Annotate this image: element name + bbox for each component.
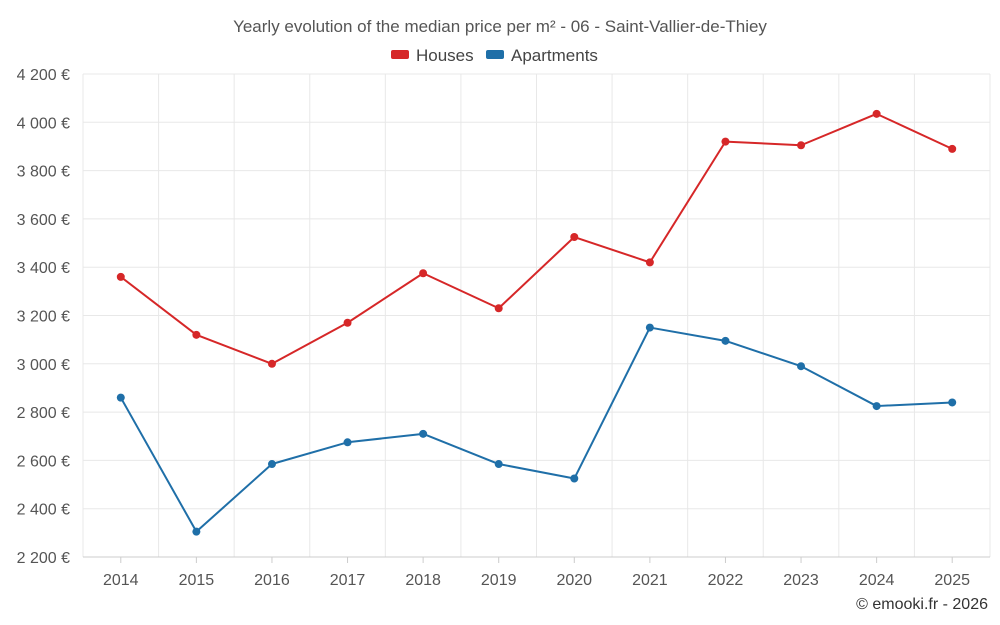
series-line-apartments — [119, 326, 953, 533]
y-axis: 2 200 € 2 400 € 2 600 € 2 800 € 3 000 € 3 200… — [17, 67, 70, 567]
y-tick-label: 2 800 € — [17, 405, 70, 422]
series-line-houses — [120, 112, 953, 365]
x-tick-label: 2023 — [783, 572, 819, 589]
data-point-houses[interactable] — [116, 272, 125, 281]
legend-item-houses[interactable]: Houses — [391, 46, 474, 65]
data-point-houses[interactable] — [343, 318, 352, 327]
y-tick-label: 2 400 € — [17, 502, 70, 519]
chart-title: Yearly evolution of the median price per… — [233, 17, 767, 36]
y-tick-label: 4 200 € — [17, 67, 70, 84]
data-point-houses[interactable] — [797, 141, 806, 150]
y-tick-label: 3 800 € — [17, 164, 70, 181]
data-point-apartments[interactable] — [116, 393, 125, 402]
legend-label-apartments: Apartments — [511, 46, 598, 65]
x-tick-label: 2014 — [103, 572, 139, 589]
series — [116, 109, 957, 536]
credit: © emooki.fr - 2026 — [856, 596, 988, 613]
data-point-apartments[interactable] — [267, 460, 276, 469]
x-tick-label: 2018 — [405, 572, 441, 589]
x-tick-label: 2025 — [934, 572, 970, 589]
data-point-houses[interactable] — [948, 144, 957, 153]
data-point-apartments[interactable] — [570, 474, 579, 483]
y-tick-label: 2 600 € — [17, 453, 70, 470]
data-point-apartments[interactable] — [645, 323, 654, 332]
series-houses — [116, 109, 957, 368]
x-tick-label: 2022 — [708, 572, 744, 589]
data-point-houses[interactable] — [192, 330, 201, 339]
grid — [82, 73, 991, 557]
data-point-apartments[interactable] — [192, 527, 201, 536]
data-point-apartments[interactable] — [797, 362, 806, 371]
data-point-apartments[interactable] — [948, 398, 957, 407]
data-point-apartments[interactable] — [419, 429, 428, 438]
data-point-houses[interactable] — [267, 359, 276, 368]
x-tick-label: 2016 — [254, 572, 290, 589]
legend-label-houses: Houses — [416, 46, 474, 65]
y-tick-label: 2 200 € — [17, 550, 70, 567]
x-tick-label: 2020 — [556, 572, 592, 589]
y-tick-label: 4 000 € — [17, 115, 70, 132]
data-point-houses[interactable] — [419, 269, 428, 278]
legend-item-apartments[interactable]: Apartments — [486, 46, 598, 65]
data-point-apartments[interactable] — [343, 438, 352, 447]
data-point-houses[interactable] — [570, 233, 579, 242]
data-point-houses[interactable] — [494, 304, 503, 313]
y-tick-label: 3 200 € — [17, 309, 70, 326]
legend-swatch-apartments — [486, 50, 504, 59]
x-tick-label: 2017 — [330, 572, 366, 589]
data-point-apartments[interactable] — [721, 336, 730, 345]
data-point-apartments[interactable] — [872, 402, 881, 411]
x-axis: 2014 2015 2016 2017 2018 2019 2020 2021 2022 2023… — [83, 556, 990, 589]
legend: Houses Apartments — [391, 46, 598, 65]
legend-swatch-houses — [391, 50, 409, 59]
data-point-apartments[interactable] — [494, 460, 503, 469]
x-tick-label: 2021 — [632, 572, 668, 589]
data-point-houses[interactable] — [872, 109, 881, 118]
x-tick-label: 2015 — [179, 572, 215, 589]
y-tick-label: 3 600 € — [17, 212, 70, 229]
y-tick-label: 3 000 € — [17, 357, 70, 374]
y-tick-label: 3 400 € — [17, 260, 70, 277]
x-tick-label: 2024 — [859, 572, 895, 589]
series-apartments — [116, 323, 957, 536]
x-tick-label: 2019 — [481, 572, 517, 589]
data-point-houses[interactable] — [721, 137, 730, 146]
data-point-houses[interactable] — [645, 258, 654, 267]
